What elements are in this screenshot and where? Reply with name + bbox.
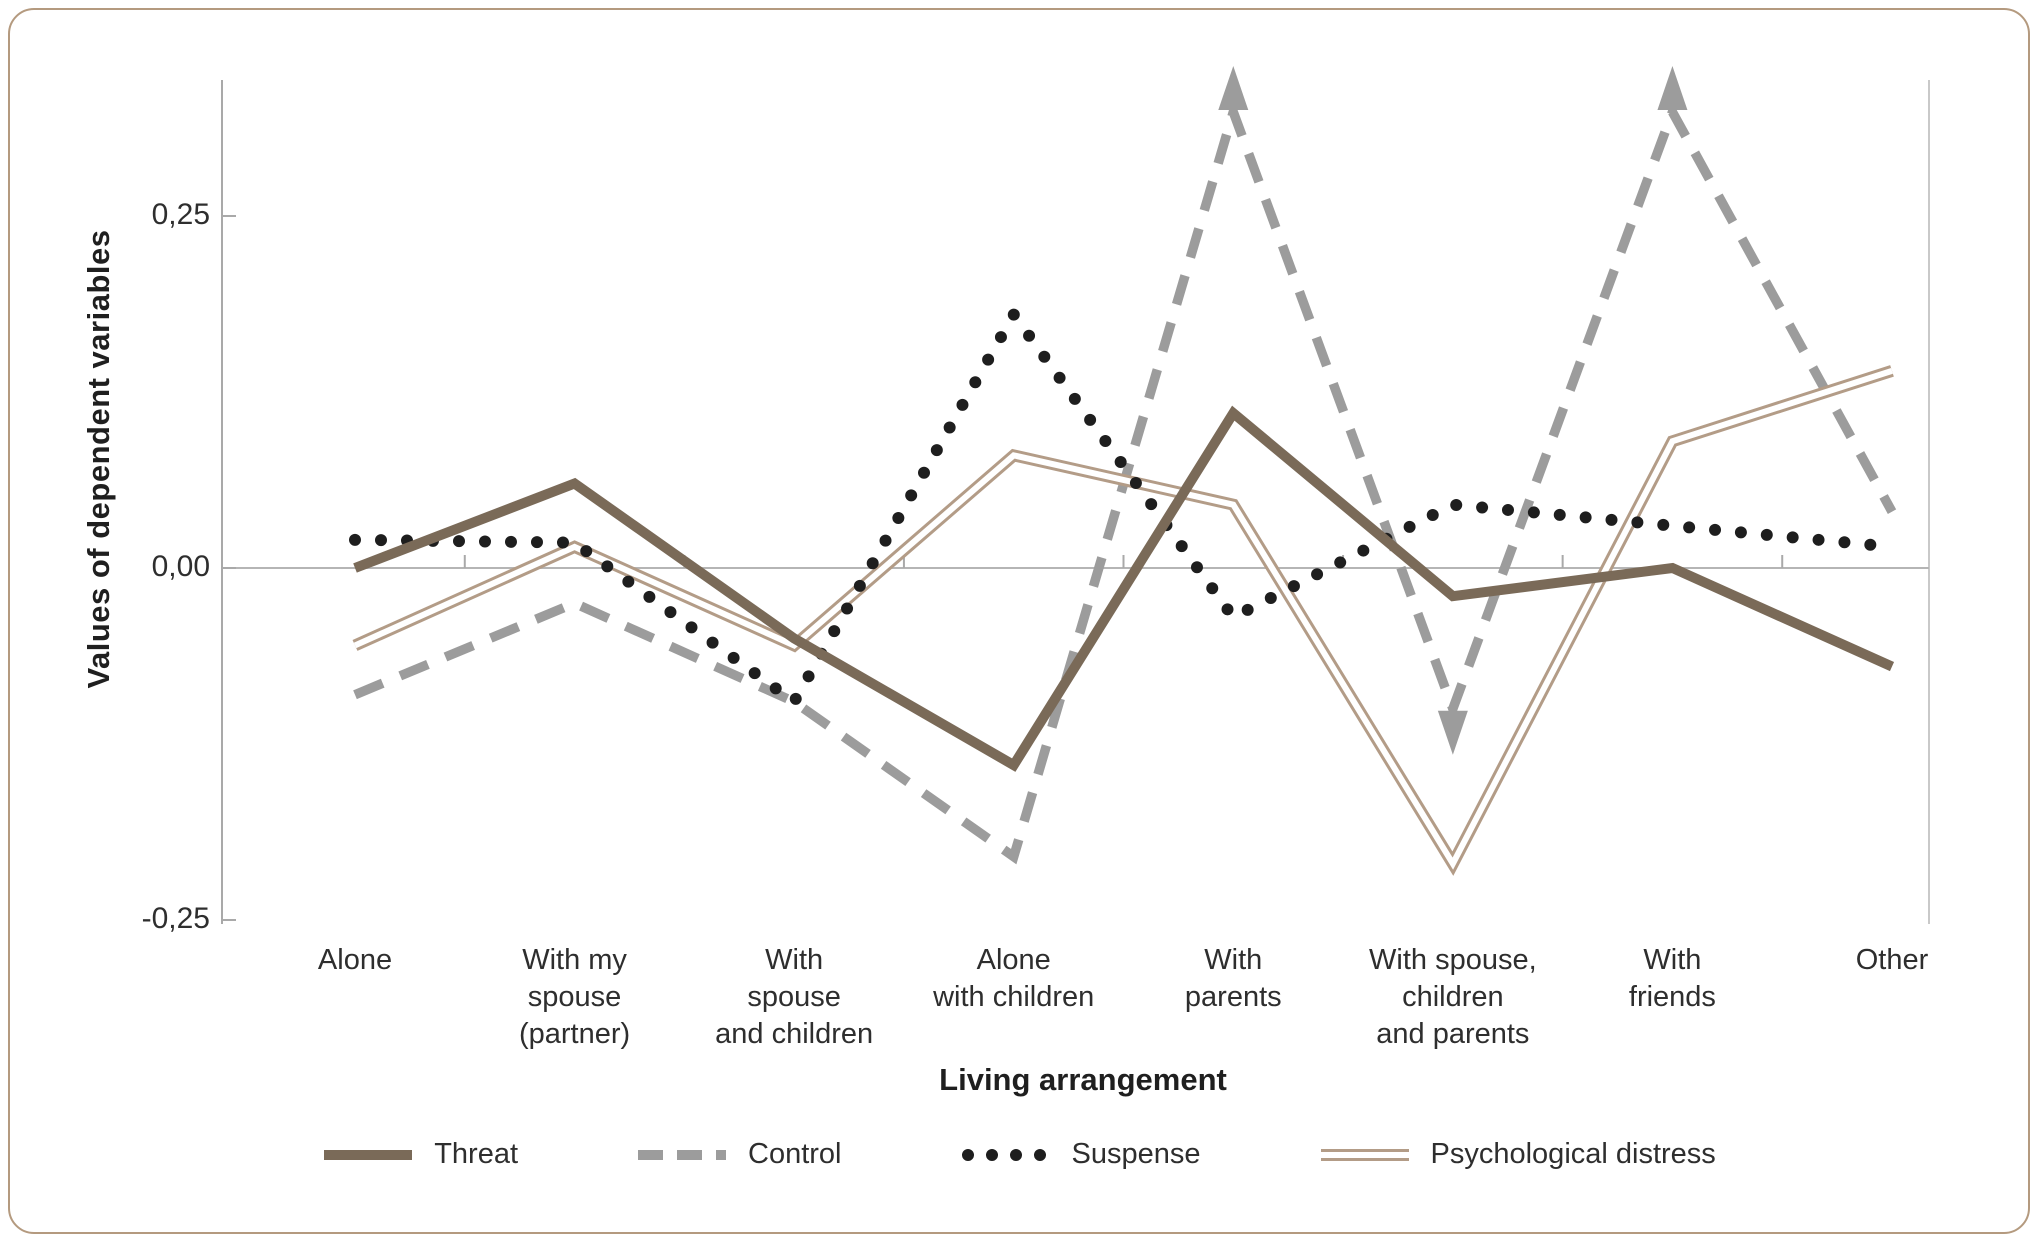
legend-label: Control (748, 1138, 842, 1170)
offscale-arrow-layer (1218, 66, 1688, 755)
series-psychological-distress-line-inner (353, 368, 1893, 870)
category-label: With parents (1184, 944, 1282, 1013)
category-label: Alone (317, 944, 393, 976)
category-label: Other (1855, 944, 1929, 976)
legend-swatch (638, 1149, 727, 1160)
y-axis-title: Values of dependent variables (81, 229, 116, 689)
legend-item-psychological-distress: Psychological distress (1319, 1138, 1716, 1171)
axes-layer (221, 80, 1930, 924)
legend-swatch (961, 1148, 1052, 1161)
legend-item-suspense: Suspense (960, 1138, 1201, 1171)
legend: Threat Control Suspense Psychological distr… (10, 1138, 2028, 1171)
up-arrowhead (1218, 66, 1249, 110)
category-label: With my spouse (partner) (518, 944, 631, 1050)
category-label: With friends (1628, 944, 1716, 1013)
y-tick-label: 0,00 (151, 550, 210, 583)
legend-item-threat: Threat (322, 1138, 518, 1171)
legend-label: Suspense (1071, 1138, 1201, 1170)
legend-swatch (1320, 1148, 1409, 1161)
category-label: With spouse and children (715, 944, 874, 1050)
series-threat-line (353, 405, 1895, 772)
line-chart (221, 66, 1930, 924)
category-label: With spouse, children and parents (1369, 944, 1537, 1050)
up-arrowhead (1657, 66, 1688, 110)
series-layer (349, 96, 1898, 876)
y-tick-label: -0,25 (141, 902, 210, 935)
down-arrowhead (1437, 710, 1468, 755)
legend-label: Threat (434, 1138, 519, 1170)
x-axis-title: Living arrangement (939, 1062, 1227, 1097)
legend-swatch (324, 1149, 413, 1160)
legend-label: Psychological distress (1430, 1138, 1716, 1170)
figure-border: 0,25 0,00 -0,25 Alone With my spouse (partn… (8, 8, 2030, 1234)
legend-item-control: Control (636, 1138, 842, 1171)
series-suspense-line (349, 303, 1898, 711)
series-psychological-distress-line (352, 365, 1894, 876)
category-label: Alone with children (933, 944, 1095, 1013)
y-tick-label: 0,25 (151, 198, 210, 231)
